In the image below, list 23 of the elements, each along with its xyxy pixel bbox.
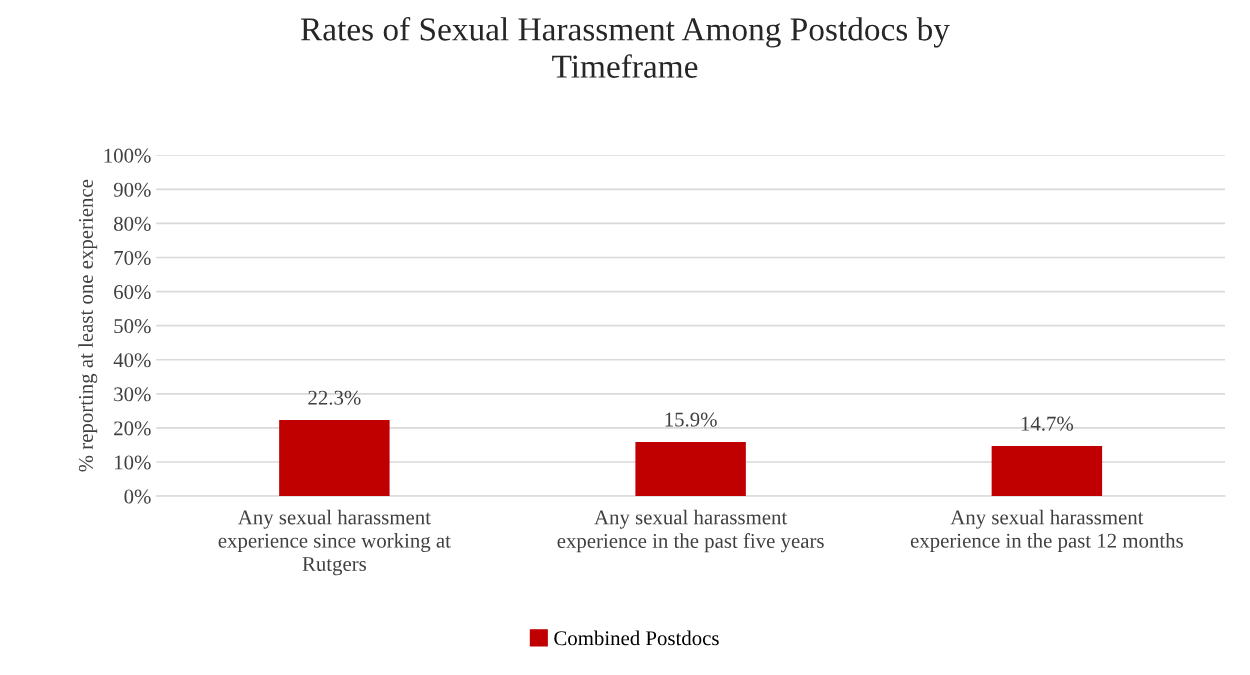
- x-tick-label: Any sexual harassment experience in the past 12 months: [910, 509, 1183, 552]
- data-label: 14.7%: [1021, 416, 1074, 431]
- chart-title: Rates of Sexual Harassment Among Postdocs by Timeframe: [300, 16, 950, 78]
- y-tick-label: 70%: [114, 250, 151, 266]
- y-tick-label: 20%: [114, 421, 151, 436]
- bar: [991, 446, 1103, 497]
- bar: [635, 441, 746, 497]
- y-tick-label: 10%: [115, 455, 151, 470]
- y-tick-label: 40%: [113, 353, 151, 368]
- x-tick-label: Any sexual harassment experience since working at Rutgers: [218, 509, 451, 576]
- data-label: 22.3%: [308, 390, 361, 405]
- x-tick-label: Any sexual harassment experience in the past five years: [557, 509, 824, 553]
- legend-label: Combined Postdocs: [554, 630, 719, 646]
- y-axis-title: % reporting at least one experience: [78, 179, 98, 472]
- y-tick-label: 60%: [114, 284, 151, 300]
- y-tick-label: 90%: [113, 182, 151, 197]
- y-tick-label: 100%: [104, 148, 151, 163]
- bar: [279, 420, 390, 497]
- y-tick-label: 50%: [114, 319, 151, 334]
- y-tick-label: 0%: [124, 489, 151, 504]
- data-label: 15.9%: [665, 412, 717, 427]
- y-tick-label: 30%: [114, 387, 151, 402]
- y-tick-label: 80%: [114, 216, 151, 231]
